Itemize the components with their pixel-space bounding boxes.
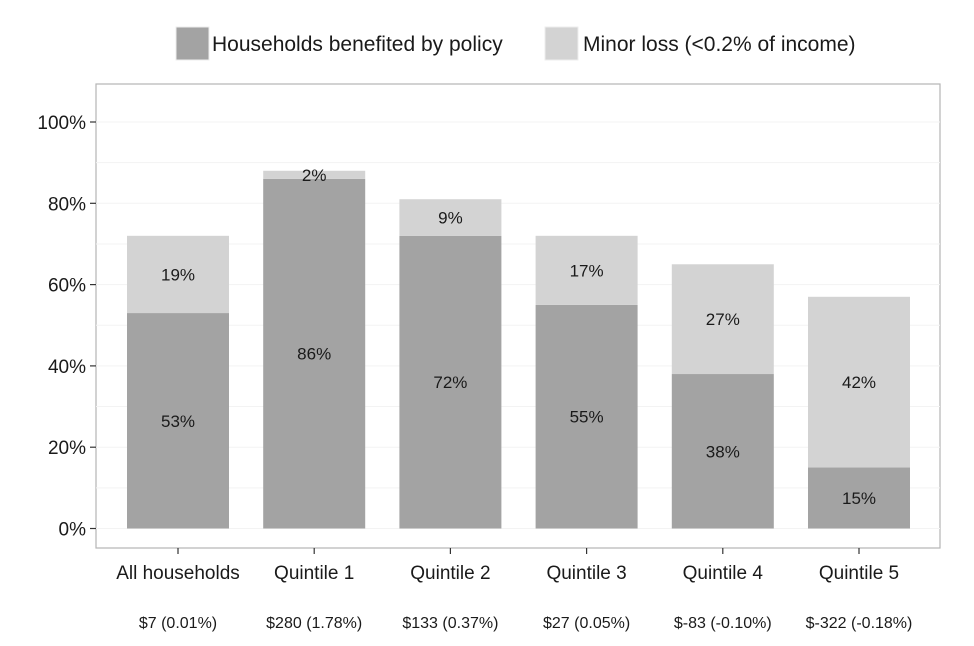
x-tick-label: Quintile 3 — [546, 563, 626, 584]
legend: Households benefited by policy Minor loss… — [175, 26, 856, 61]
y-tick-label: 20% — [48, 438, 86, 459]
x-tick-label: Quintile 1 — [274, 563, 354, 584]
y-axis: 0% 20% 40% 60% 80% 100% — [37, 113, 96, 541]
bar-segment-benefited — [263, 178, 366, 529]
bar-segment-benefited — [808, 467, 910, 529]
y-tick-label: 60% — [48, 276, 86, 297]
data-label: 42% — [842, 373, 876, 392]
x-subtitle-label: $7 (0.01%) — [139, 615, 217, 632]
legend-swatch-minor-loss — [544, 26, 579, 61]
bar-segment-benefited — [671, 374, 774, 529]
x-subtitle-label: $280 (1.78%) — [266, 615, 362, 632]
bar-segment-benefited — [399, 235, 502, 529]
x-subtitle-label: $27 (0.05%) — [543, 615, 630, 632]
x-tick-label: Quintile 2 — [410, 563, 490, 584]
legend-swatch-benefited — [175, 26, 210, 61]
data-label: 9% — [438, 209, 463, 228]
x-tick-label: Quintile 4 — [683, 563, 764, 584]
bar-segment-minor-loss — [263, 170, 366, 179]
bar-segment-benefited — [127, 313, 229, 529]
grid-lines — [96, 121, 940, 529]
bar-segment-minor-loss — [535, 235, 638, 305]
data-label: 27% — [706, 310, 740, 329]
plot-panel — [95, 83, 941, 549]
x-subtitle-label: $133 (0.37%) — [402, 615, 498, 632]
x-tick-label: Quintile 5 — [819, 563, 899, 584]
x-axis: All households $7 (0.01%) Quintile 1 $280 (… — [116, 548, 912, 632]
data-label: 38% — [706, 442, 740, 461]
data-label: 86% — [297, 345, 331, 364]
y-tick-label: 40% — [48, 357, 86, 378]
bar-segment-minor-loss — [808, 296, 910, 468]
data-label: 17% — [570, 261, 604, 280]
x-subtitle-label: $-83 (-0.10%) — [674, 615, 772, 632]
legend-label: Minor loss (<0.2% of income) — [583, 33, 856, 56]
y-tick-label: 80% — [48, 194, 86, 215]
bar-segment-benefited — [535, 304, 638, 529]
data-label: 72% — [433, 373, 467, 392]
data-label: 19% — [161, 265, 195, 284]
y-tick-label: 0% — [59, 520, 87, 541]
bar-segment-minor-loss — [399, 199, 502, 236]
data-label: 53% — [161, 412, 195, 431]
data-label: 2% — [302, 166, 327, 185]
data-label: 55% — [570, 408, 604, 427]
bar-segment-minor-loss — [671, 264, 774, 375]
bar-segment-minor-loss — [127, 235, 229, 314]
x-tick-label: All households — [116, 563, 240, 584]
x-subtitle-label: $-322 (-0.18%) — [806, 615, 913, 632]
legend-label: Households benefited by policy — [212, 33, 503, 56]
y-tick-label: 100% — [37, 113, 86, 134]
data-label: 15% — [842, 489, 876, 508]
bars: 53% 19% 86% 2% 72% 9% 55% 17% 38% 27% 15% 42% — [127, 166, 910, 529]
